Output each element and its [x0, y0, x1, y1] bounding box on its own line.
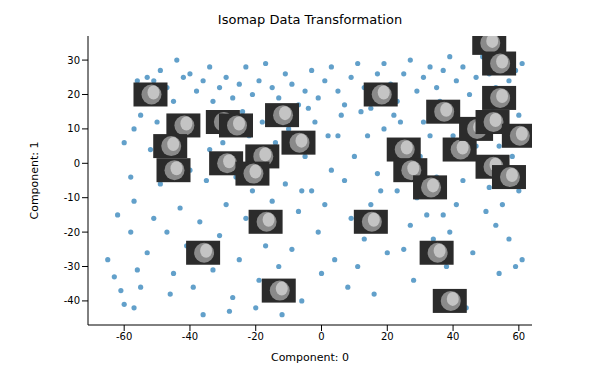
- svg-text:Component: 1: Component: 1: [28, 141, 41, 219]
- svg-text:-20: -20: [64, 227, 80, 238]
- svg-text:-60: -60: [116, 331, 132, 342]
- svg-text:-40: -40: [182, 331, 198, 342]
- svg-text:40: 40: [447, 331, 460, 342]
- svg-text:20: 20: [67, 89, 80, 100]
- svg-text:-30: -30: [64, 261, 80, 272]
- svg-text:Component: 0: Component: 0: [271, 351, 349, 364]
- html-text:Isomap Data Transformation: Isomap Data Transformation: [217, 12, 403, 27]
- svg-text:0: 0: [74, 158, 80, 169]
- svg-text:60: 60: [512, 331, 525, 342]
- svg-text:30: 30: [67, 55, 80, 66]
- svg-text:-10: -10: [64, 192, 80, 203]
- svg-text:10: 10: [67, 123, 80, 134]
- svg-text:0: 0: [318, 331, 324, 342]
- svg-text:-20: -20: [248, 331, 264, 342]
- svg-text:-40: -40: [64, 295, 80, 306]
- svg-text:20: 20: [381, 331, 394, 342]
